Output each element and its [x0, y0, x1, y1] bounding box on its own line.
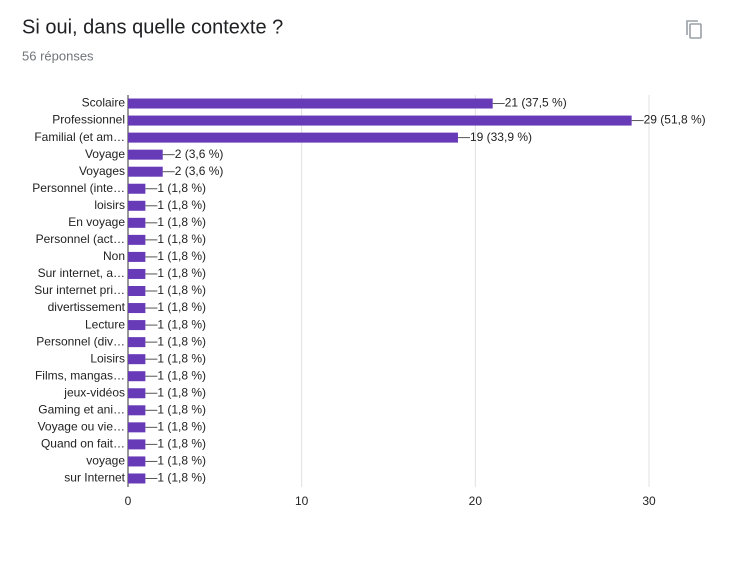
bar: [128, 371, 146, 382]
bar: [128, 405, 146, 416]
copy-icon[interactable]: [686, 20, 702, 39]
bar: [128, 473, 146, 484]
y-tick-label: Gaming et ani…: [38, 402, 125, 416]
y-tick-label: Personnel (inte…: [32, 181, 125, 195]
y-tick-label: Quand on fait…: [41, 437, 125, 451]
y-tick-label: divertissement: [48, 300, 126, 314]
data-label: 1 (1,8 %): [157, 198, 206, 212]
x-tick-label: 20: [469, 494, 483, 508]
data-label: 29 (51,8 %): [644, 113, 706, 127]
data-label: 1 (1,8 %): [157, 437, 206, 451]
bar: [128, 388, 146, 399]
data-label: 1 (1,8 %): [157, 283, 206, 297]
bar: [128, 354, 146, 365]
y-tick-label: Professionnel: [52, 113, 125, 127]
y-tick-label: Sur internet, a…: [38, 266, 125, 280]
data-label: 1 (1,8 %): [157, 215, 206, 229]
y-tick-label: sur Internet: [64, 471, 125, 485]
x-tick-label: 30: [642, 494, 656, 508]
y-tick-label: Non: [103, 249, 125, 263]
data-label: 1 (1,8 %): [157, 471, 206, 485]
bar: [128, 115, 632, 126]
bar: [128, 183, 146, 194]
data-label: 2 (3,6 %): [175, 147, 224, 161]
data-label: 1 (1,8 %): [157, 402, 206, 416]
y-tick-label: Voyage: [85, 147, 125, 161]
copy-icon-front: [689, 23, 702, 39]
bar: [128, 166, 163, 177]
y-tick-label: voyage: [86, 454, 125, 468]
data-label: 1 (1,8 %): [157, 420, 206, 434]
chart-subtitle: 56 réponses: [22, 48, 94, 63]
data-label: 1 (1,8 %): [157, 334, 206, 348]
data-label: 2 (3,6 %): [175, 164, 224, 178]
bar: [128, 303, 146, 314]
data-label: 19 (33,9 %): [470, 130, 532, 144]
bar: [128, 251, 146, 262]
bar: [128, 234, 146, 245]
y-tick-label: Scolaire: [82, 96, 126, 110]
data-label: 1 (1,8 %): [157, 454, 206, 468]
x-tick-label: 0: [125, 494, 132, 508]
y-tick-label: Lecture: [85, 317, 125, 331]
y-tick-label: Familial (et am…: [34, 130, 125, 144]
data-label: 1 (1,8 %): [157, 266, 206, 280]
data-label: 1 (1,8 %): [157, 181, 206, 195]
copy-icon-back: [686, 20, 698, 35]
data-label: 1 (1,8 %): [157, 232, 206, 246]
data-label: 1 (1,8 %): [157, 368, 206, 382]
bar: [128, 320, 146, 331]
bar: [128, 98, 493, 109]
data-label: 1 (1,8 %): [157, 317, 206, 331]
bar: [128, 200, 146, 211]
y-tick-label: Loisirs: [90, 351, 125, 365]
y-tick-label: jeux-vidéos: [63, 385, 125, 399]
bar: [128, 422, 146, 433]
data-label: 21 (37,5 %): [505, 96, 567, 110]
bar: [128, 286, 146, 296]
data-label: 1 (1,8 %): [157, 385, 206, 399]
y-tick-label: Sur internet pri…: [34, 283, 125, 297]
data-label: 1 (1,8 %): [157, 249, 206, 263]
bar: [128, 456, 146, 467]
bar: [128, 217, 146, 228]
bar: [128, 132, 458, 143]
data-label: 1 (1,8 %): [157, 351, 206, 365]
bar: [128, 337, 146, 348]
y-tick-label: Voyages: [79, 164, 125, 178]
bar: [128, 268, 146, 279]
bar: [128, 439, 146, 450]
data-label: 1 (1,8 %): [157, 300, 206, 314]
y-tick-label: loisirs: [94, 198, 125, 212]
y-tick-label: Personnel (div…: [36, 334, 125, 348]
y-tick-label: En voyage: [68, 215, 125, 229]
chart-title: Si oui, dans quelle contexte ?: [22, 16, 283, 38]
y-tick-label: Films, mangas…: [35, 368, 125, 382]
y-tick-label: Voyage ou vie…: [38, 420, 125, 434]
y-tick-label: Personnel (act…: [36, 232, 125, 246]
bar: [128, 149, 163, 160]
x-tick-label: 10: [295, 494, 309, 508]
